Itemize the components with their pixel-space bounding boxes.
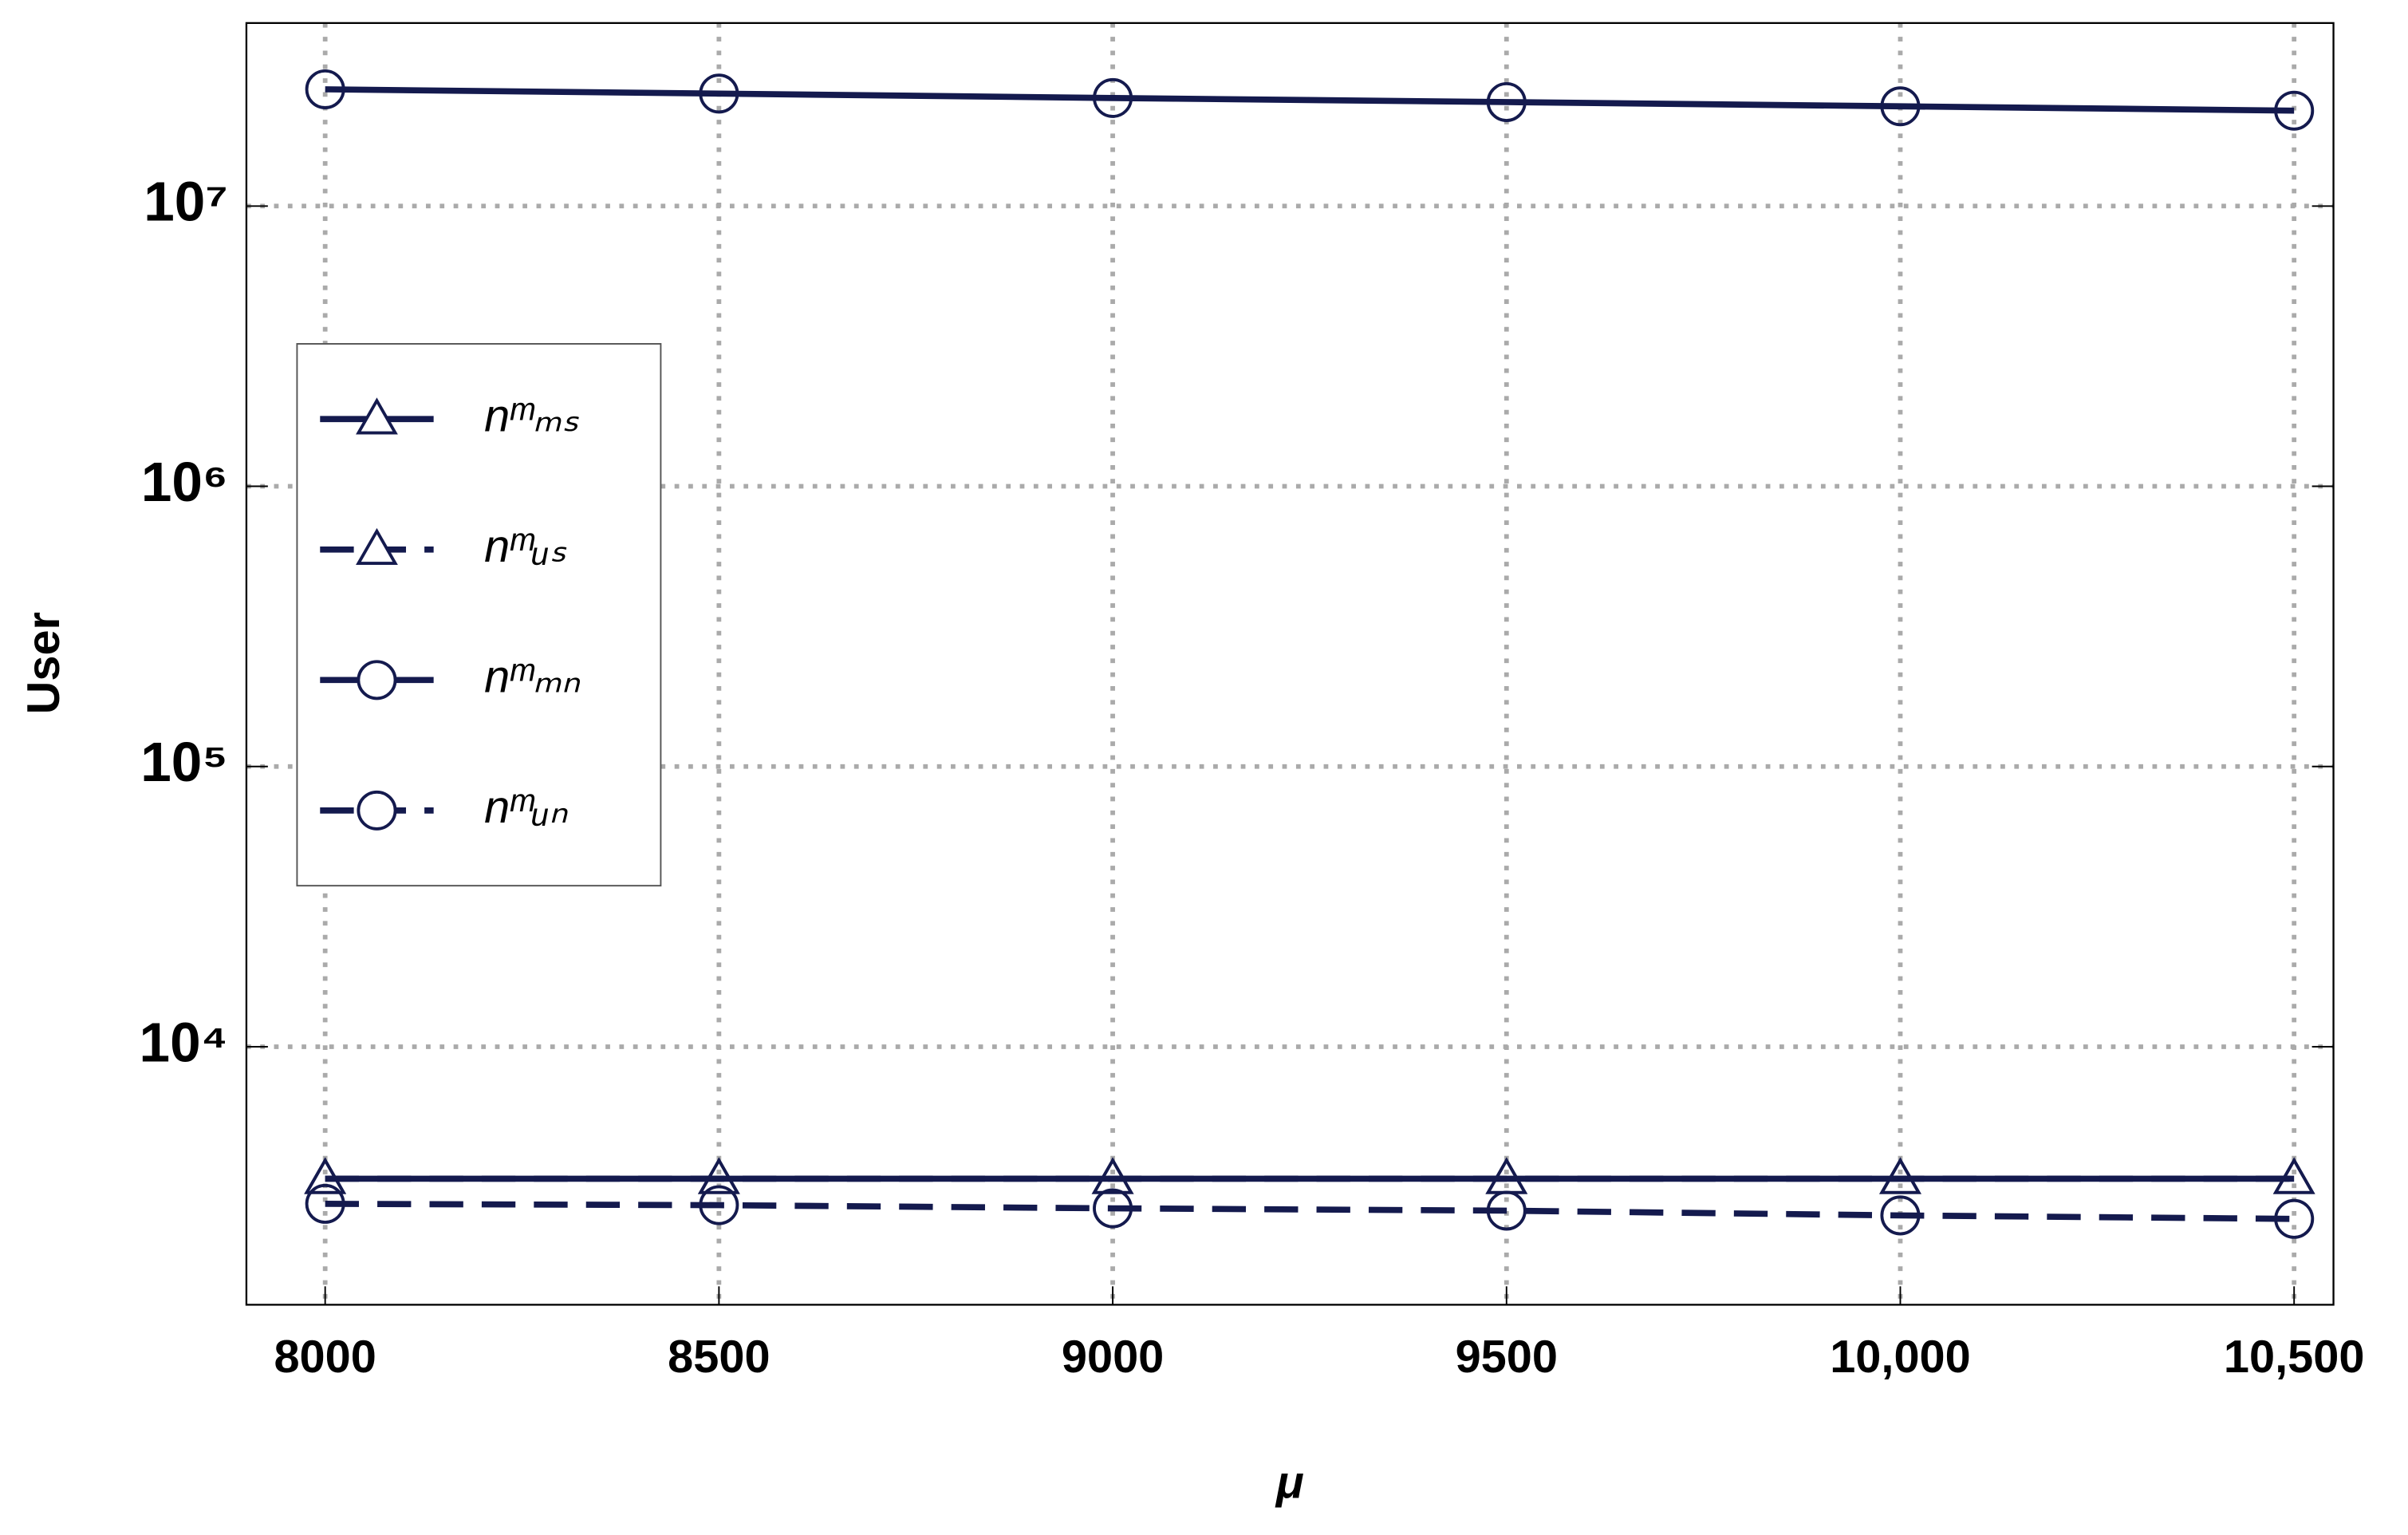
triangle-marker xyxy=(1091,1157,1134,1194)
circle-marker xyxy=(357,660,397,700)
legend: nᵐₘₛ nᵐᵤₛ nᵐₘₙ nᵐᵤₙ xyxy=(296,343,662,887)
x-tick-label: 8500 xyxy=(668,1332,770,1383)
legend-label: nᵐᵤₙ xyxy=(484,782,568,833)
circle-marker xyxy=(2274,90,2315,131)
y-tick-label: 10⁴ xyxy=(140,1011,228,1073)
series-line xyxy=(325,1201,2295,1222)
x-tick-label: 10,500 xyxy=(2224,1332,2365,1383)
x-tick-label: 8000 xyxy=(274,1332,376,1383)
triangle-marker xyxy=(356,397,398,435)
circle-marker xyxy=(1093,1188,1133,1229)
circle-marker xyxy=(1880,86,1921,127)
circle-marker xyxy=(699,73,739,114)
plot-frame xyxy=(245,22,2335,1306)
circle-marker xyxy=(1093,77,1133,118)
legend-label: nᵐᵤₛ xyxy=(484,521,566,572)
y-tick-label: 10⁷ xyxy=(144,171,228,233)
series xyxy=(305,1183,2315,1239)
circle-marker xyxy=(2274,1198,2315,1239)
series xyxy=(304,1157,2315,1194)
circle-marker xyxy=(1880,1195,1921,1236)
x-tick-label: 9000 xyxy=(1062,1332,1164,1383)
circle-marker xyxy=(1486,81,1527,122)
y-tick-label: 10⁵ xyxy=(140,731,228,793)
x-tick-label: 10,000 xyxy=(1830,1332,1971,1383)
circle-marker xyxy=(357,790,397,831)
circle-marker xyxy=(1486,1190,1527,1231)
series-line xyxy=(325,86,2295,114)
triangle-marker xyxy=(697,1157,740,1194)
circle-marker xyxy=(305,69,345,109)
triangle-marker xyxy=(304,1157,347,1194)
triangle-marker xyxy=(2272,1157,2315,1194)
y-axis-label: User xyxy=(18,612,69,714)
triangle-marker xyxy=(1879,1157,1921,1194)
x-axis-label: μ xyxy=(1275,1458,1304,1509)
x-tick-label: 9500 xyxy=(1456,1332,1558,1383)
y-tick-label: 10⁶ xyxy=(141,451,228,513)
legend-label: nᵐₘₛ xyxy=(484,391,579,442)
circle-marker xyxy=(305,1183,345,1224)
triangle-marker xyxy=(356,527,398,566)
series xyxy=(305,69,2315,131)
legend-box xyxy=(296,343,662,887)
legend-label: nᵐₘₙ xyxy=(484,652,581,703)
circle-marker xyxy=(699,1185,739,1225)
